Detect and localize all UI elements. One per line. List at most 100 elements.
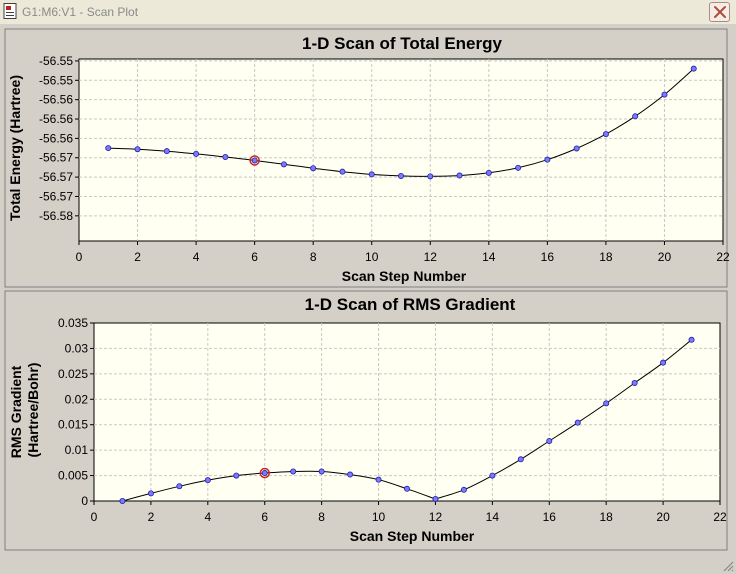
gradient-x-axis: 0 2 4 6 8 10 12 14 16 18 20 22 [91, 501, 727, 524]
gradient-data-points [119, 336, 695, 504]
gradient-data-point[interactable] [261, 470, 268, 477]
energy-y-tick-label: -56.55 [39, 73, 73, 87]
gradient-data-point[interactable] [688, 336, 695, 343]
gradient-x-tick-label: 22 [713, 510, 727, 524]
energy-data-point[interactable] [163, 148, 170, 155]
gradient-y-tick-label: 0.03 [65, 341, 89, 355]
energy-chart: 1-D Scan of Total Energy 0 2 4 6 8 10 12 14 16 18… [4, 28, 730, 288]
energy-selected-point-ring [249, 155, 260, 166]
energy-y-tick-label: -56.57 [39, 170, 73, 184]
gradient-y-tick-label: 0.02 [65, 392, 89, 406]
energy-data-point[interactable] [456, 172, 463, 179]
energy-data-point[interactable] [690, 65, 697, 72]
close-button[interactable] [709, 2, 730, 22]
gradient-data-point[interactable] [546, 437, 553, 444]
gradient-data-point[interactable] [460, 486, 467, 493]
energy-x-tick-label: 0 [76, 250, 83, 264]
gradient-y-axis-label: RMS Gradient (Hartree/Bohr) [8, 362, 41, 458]
energy-data-point[interactable] [310, 165, 317, 172]
gradient-data-point[interactable] [660, 359, 667, 366]
gradient-data-point[interactable] [204, 477, 211, 484]
energy-data-point[interactable] [134, 146, 141, 153]
energy-data-point[interactable] [193, 150, 200, 157]
energy-data-point[interactable] [368, 171, 375, 178]
gradient-y-tick-label: 0.005 [58, 469, 88, 483]
energy-y-axis: -56.55 -56.55 -56.56 -56.56 -56.56 -56.57 -56.… [39, 54, 79, 223]
gradient-x-axis-label: Scan Step Number [350, 528, 475, 544]
energy-y-tick-label: -56.56 [39, 93, 73, 107]
gradient-y-axis-label-line1: RMS Gradient [8, 365, 24, 458]
gradient-y-tick-label: 0.015 [58, 418, 88, 432]
energy-plot-background[interactable] [78, 58, 724, 242]
energy-data-point[interactable] [105, 145, 112, 152]
status-bar [0, 556, 736, 574]
gradient-plot-background[interactable] [93, 322, 721, 502]
energy-data-point[interactable] [427, 173, 434, 180]
energy-gridlines [79, 59, 723, 241]
gradient-data-point[interactable] [432, 495, 439, 502]
energy-data-point[interactable] [573, 145, 580, 152]
gradient-data-point[interactable] [347, 471, 354, 478]
gradient-y-tick-label: 0.025 [58, 367, 88, 381]
document-chart-icon [3, 3, 17, 19]
energy-data-point[interactable] [515, 164, 522, 171]
energy-data-point[interactable] [485, 169, 492, 176]
energy-x-tick-label: 20 [658, 250, 672, 264]
gradient-x-tick-label: 16 [543, 510, 557, 524]
gradient-data-point[interactable] [574, 419, 581, 426]
gradient-data-point[interactable] [119, 497, 126, 504]
window-title: G1:M6:V1 - Scan Plot [22, 5, 139, 19]
gradient-x-tick-label: 2 [148, 510, 155, 524]
gradient-data-point[interactable] [176, 483, 183, 490]
gradient-data-point[interactable] [403, 485, 410, 492]
energy-data-point[interactable] [397, 172, 404, 179]
gradient-data-point[interactable] [517, 456, 524, 463]
energy-y-tick-label: -56.58 [39, 209, 73, 223]
energy-data-point[interactable] [222, 153, 229, 160]
gradient-data-point[interactable] [603, 400, 610, 407]
energy-data-point[interactable] [251, 157, 258, 164]
gradient-data-point[interactable] [147, 490, 154, 497]
energy-x-tick-label: 2 [134, 250, 141, 264]
gradient-x-tick-label: 4 [204, 510, 211, 524]
gradient-data-point[interactable] [233, 472, 240, 479]
energy-y-tick-label: -56.57 [39, 189, 73, 203]
energy-y-tick-label: -56.56 [39, 112, 73, 126]
title-bar[interactable]: G1:M6:V1 - Scan Plot [0, 0, 736, 24]
resize-grip-icon[interactable] [722, 560, 734, 572]
energy-data-point[interactable] [632, 113, 639, 120]
energy-x-tick-label: 8 [310, 250, 317, 264]
gradient-x-tick-label: 18 [600, 510, 614, 524]
gradient-x-tick-label: 10 [372, 510, 386, 524]
energy-x-axis-label: Scan Step Number [342, 268, 467, 284]
scan-plot-area: 1-D Scan of Total Energy 0 2 4 6 8 10 12 14 16 18… [4, 28, 730, 551]
gradient-y-tick-label: 0.01 [65, 443, 89, 457]
gradient-chart: 1-D Scan of RMS Gradient 0 2 4 6 8 10 12 14 16 18… [4, 290, 728, 551]
gradient-x-tick-label: 0 [91, 510, 98, 524]
gradient-x-tick-label: 6 [261, 510, 268, 524]
energy-y-tick-label: -56.57 [39, 151, 73, 165]
gradient-data-point[interactable] [318, 468, 325, 475]
gradient-data-point[interactable] [375, 476, 382, 483]
energy-data-point[interactable] [280, 161, 287, 168]
gradient-gridlines [94, 323, 720, 501]
energy-x-tick-label: 6 [251, 250, 258, 264]
energy-x-tick-label: 22 [716, 250, 730, 264]
energy-x-tick-label: 14 [482, 250, 496, 264]
energy-data-point[interactable] [339, 168, 346, 175]
energy-data-points [105, 65, 697, 180]
gradient-data-point[interactable] [489, 472, 496, 479]
energy-data-point[interactable] [602, 131, 609, 138]
gradient-chart-title: 1-D Scan of RMS Gradient [305, 295, 516, 314]
energy-x-tick-label: 18 [599, 250, 613, 264]
gradient-x-tick-label: 8 [318, 510, 325, 524]
energy-x-tick-label: 12 [424, 250, 438, 264]
gradient-selected-point-ring [259, 467, 270, 479]
gradient-data-point[interactable] [631, 380, 638, 387]
gradient-data-point[interactable] [290, 468, 297, 475]
close-icon [714, 6, 726, 18]
energy-data-point[interactable] [661, 91, 668, 98]
gradient-y-tick-label: 0.035 [58, 316, 88, 330]
energy-data-point[interactable] [544, 156, 551, 163]
